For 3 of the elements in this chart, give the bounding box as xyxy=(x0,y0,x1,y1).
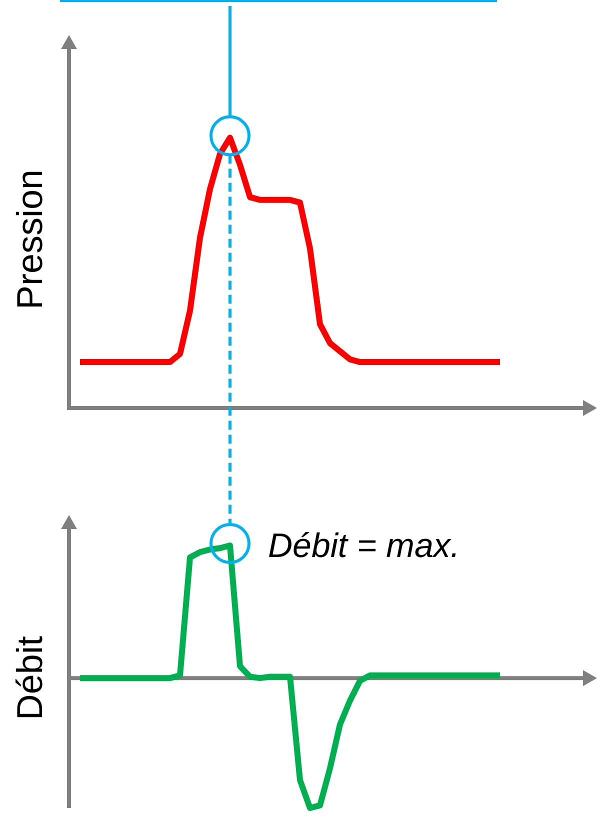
annotation: Débit = max. xyxy=(268,526,460,565)
y-axis-title: Pression xyxy=(9,169,50,310)
y-axis-title: Débit xyxy=(9,636,50,720)
